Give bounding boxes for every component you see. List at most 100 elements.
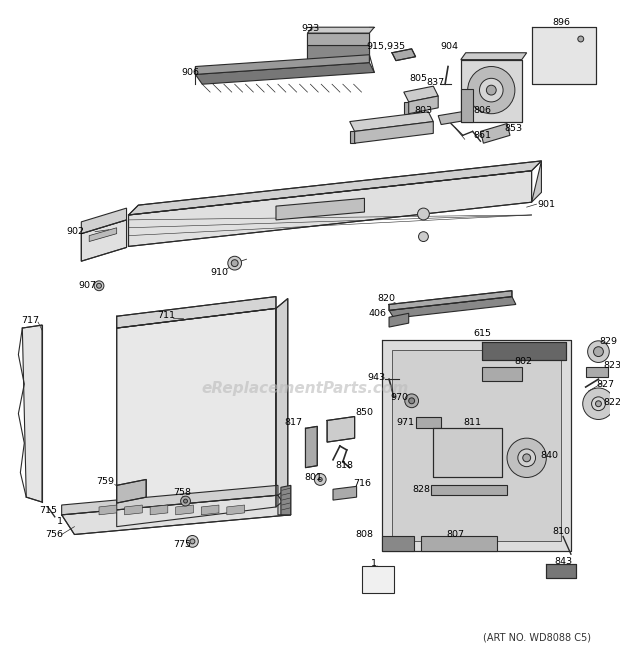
Text: 811: 811	[464, 418, 482, 427]
Text: 915,935: 915,935	[366, 42, 405, 52]
Polygon shape	[81, 220, 126, 261]
Text: 933: 933	[301, 24, 319, 32]
Text: 406: 406	[368, 309, 386, 318]
Text: 853: 853	[505, 124, 523, 133]
Text: 902: 902	[66, 227, 84, 236]
Polygon shape	[117, 297, 276, 328]
Polygon shape	[117, 479, 146, 503]
Polygon shape	[404, 86, 438, 102]
Polygon shape	[438, 111, 471, 124]
Polygon shape	[117, 309, 276, 527]
Polygon shape	[308, 27, 374, 33]
Polygon shape	[89, 228, 117, 241]
Text: 807: 807	[446, 530, 464, 539]
Polygon shape	[278, 485, 291, 515]
Polygon shape	[461, 53, 526, 59]
Polygon shape	[81, 208, 126, 233]
Polygon shape	[382, 537, 414, 551]
Text: 818: 818	[336, 461, 354, 470]
Circle shape	[486, 85, 496, 95]
Text: 907: 907	[78, 282, 96, 290]
Polygon shape	[99, 505, 117, 515]
Text: 906: 906	[182, 68, 200, 77]
Circle shape	[593, 347, 603, 356]
Polygon shape	[433, 428, 502, 477]
Circle shape	[507, 438, 546, 477]
Circle shape	[418, 232, 428, 241]
Circle shape	[190, 539, 195, 544]
Polygon shape	[480, 124, 510, 143]
Text: 803: 803	[414, 106, 433, 115]
Text: 843: 843	[554, 557, 572, 566]
Polygon shape	[227, 505, 244, 515]
Text: 756: 756	[45, 530, 63, 539]
Text: 828: 828	[412, 485, 430, 494]
Circle shape	[578, 36, 583, 42]
Text: 970: 970	[391, 393, 409, 403]
Polygon shape	[404, 102, 409, 114]
Polygon shape	[175, 505, 193, 515]
Circle shape	[94, 281, 104, 291]
Polygon shape	[392, 49, 415, 61]
Polygon shape	[482, 342, 566, 360]
Text: 820: 820	[377, 294, 395, 303]
Polygon shape	[482, 368, 522, 381]
Polygon shape	[150, 505, 168, 515]
Circle shape	[588, 341, 609, 362]
Text: 904: 904	[440, 42, 458, 52]
Circle shape	[231, 260, 238, 266]
Polygon shape	[546, 564, 576, 578]
Polygon shape	[125, 505, 142, 515]
Text: 837: 837	[426, 78, 445, 87]
Polygon shape	[281, 485, 291, 515]
Polygon shape	[308, 45, 370, 59]
Polygon shape	[389, 313, 409, 327]
Polygon shape	[389, 297, 516, 318]
Polygon shape	[422, 537, 497, 551]
Polygon shape	[128, 171, 531, 247]
Text: 829: 829	[600, 337, 618, 346]
Polygon shape	[276, 299, 288, 507]
Text: 861: 861	[474, 131, 492, 140]
Text: 759: 759	[96, 477, 114, 486]
Text: 840: 840	[540, 451, 558, 460]
Circle shape	[184, 499, 187, 503]
Circle shape	[595, 401, 601, 407]
Polygon shape	[461, 89, 472, 122]
Polygon shape	[415, 416, 441, 428]
Text: 775: 775	[174, 540, 192, 549]
Circle shape	[318, 477, 322, 481]
Text: 971: 971	[397, 418, 415, 427]
Text: 715: 715	[39, 506, 57, 516]
Polygon shape	[531, 27, 595, 84]
Text: 801: 801	[304, 473, 322, 482]
Polygon shape	[392, 350, 561, 541]
Circle shape	[518, 449, 536, 467]
Text: 823: 823	[603, 361, 620, 370]
Circle shape	[591, 397, 605, 410]
Polygon shape	[355, 122, 433, 143]
Circle shape	[583, 388, 614, 420]
Polygon shape	[461, 59, 522, 122]
Text: 910: 910	[210, 268, 228, 278]
Polygon shape	[202, 505, 219, 515]
Circle shape	[467, 67, 515, 114]
Text: 711: 711	[157, 311, 175, 320]
Text: 615: 615	[474, 329, 492, 338]
Polygon shape	[350, 132, 355, 143]
Text: 806: 806	[474, 106, 492, 115]
Polygon shape	[350, 112, 433, 132]
Polygon shape	[327, 416, 355, 442]
Circle shape	[228, 256, 242, 270]
Polygon shape	[195, 63, 374, 84]
Circle shape	[479, 78, 503, 102]
Text: (ART NO. WD8088 C5): (ART NO. WD8088 C5)	[482, 633, 591, 642]
Text: 822: 822	[603, 399, 620, 407]
Circle shape	[314, 473, 326, 485]
Circle shape	[97, 284, 102, 288]
Polygon shape	[306, 426, 317, 467]
Text: 817: 817	[285, 418, 303, 427]
Text: 850: 850	[355, 408, 373, 417]
Text: 717: 717	[21, 316, 39, 325]
Circle shape	[180, 496, 190, 506]
